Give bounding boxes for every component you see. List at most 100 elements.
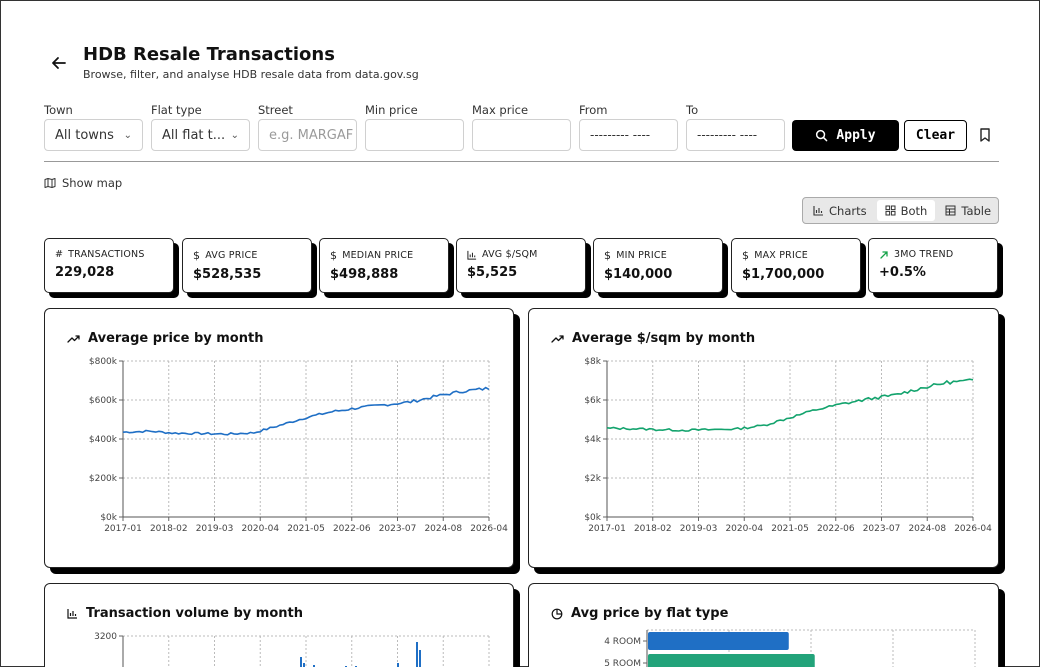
- y-tick-label: $6k: [584, 396, 601, 406]
- y-tick-label: $8k: [584, 357, 601, 367]
- stat-label: MEDIAN PRICE: [342, 250, 414, 261]
- dollar-icon: $: [742, 249, 750, 262]
- trending-up-icon: [67, 334, 80, 343]
- y-tick-label: $0k: [100, 513, 117, 523]
- grid-icon: [885, 205, 896, 216]
- y-tick-label: $200k: [89, 474, 118, 484]
- stat-card-max-price: $ MAX PRICE $1,700,000: [731, 238, 861, 293]
- apply-button-label: Apply: [836, 128, 876, 143]
- x-tick-label: 2020-04: [241, 524, 279, 534]
- street-label: Street: [258, 103, 293, 117]
- stat-label: AVG $/SQM: [482, 249, 538, 260]
- trend-up-icon: [880, 250, 888, 259]
- panel-title: Average $/sqm by month: [572, 331, 756, 346]
- view-charts-button[interactable]: Charts: [805, 200, 875, 221]
- stat-value: $1,700,000: [742, 267, 825, 282]
- bar-chart-icon: [467, 250, 477, 260]
- stat-card-avg-sqm: AVG $/SQM $5,525: [456, 238, 586, 293]
- divider: [44, 161, 999, 162]
- stat-label: TRANSACTIONS: [68, 249, 145, 260]
- stat-card-min-price: $ MIN PRICE $140,000: [593, 238, 723, 293]
- apply-button[interactable]: Apply: [792, 120, 899, 151]
- x-tick-label: 2020-04: [725, 524, 763, 534]
- flat-type-bar: [648, 654, 815, 667]
- y-tick-label: 4 ROOM: [604, 637, 641, 647]
- volume-bar: [397, 663, 399, 667]
- stat-value: 229,028: [55, 265, 115, 280]
- y-tick-label: 3200: [94, 632, 117, 642]
- x-tick-label: 2026-04: [954, 524, 992, 534]
- x-tick-label: 2017-01: [104, 524, 142, 534]
- town-label: Town: [44, 103, 73, 117]
- from-date-input[interactable]: --------- ----: [579, 119, 678, 151]
- volume-bar: [419, 650, 421, 667]
- page-title: HDB Resale Transactions: [83, 44, 335, 65]
- street-input[interactable]: e.g. MARGAF: [258, 119, 357, 151]
- stat-label: 3MO TREND: [894, 249, 954, 260]
- bookmark-icon[interactable]: [977, 127, 993, 143]
- panel-title: Average price by month: [88, 331, 264, 346]
- flat-type-panel: Avg price by flat type 4 ROOM 5 ROOM: [528, 583, 999, 667]
- max-price-label: Max price: [472, 103, 529, 117]
- view-toggle: Charts Both Table: [802, 197, 999, 224]
- flat-type-label: Flat type: [151, 103, 202, 117]
- stat-card-transactions: # TRANSACTIONS 229,028: [44, 238, 174, 293]
- dollar-icon: $: [604, 249, 612, 262]
- show-map-label: Show map: [62, 176, 123, 190]
- min-price-input[interactable]: [365, 119, 464, 151]
- stat-label: AVG PRICE: [205, 250, 258, 261]
- stat-label: MAX PRICE: [754, 250, 808, 261]
- flat-type-select[interactable]: All flat t... ⌄: [151, 119, 250, 151]
- y-tick-label: $0k: [584, 513, 601, 523]
- to-date-input[interactable]: --------- ----: [686, 119, 785, 151]
- stat-value: $5,525: [467, 265, 518, 280]
- avg-price-line-chart: $0k $200k $400k $600k $800k 2017-01 2018-02 201…: [89, 357, 508, 534]
- bar-chart-icon: [67, 609, 77, 619]
- flat-type-bar: [648, 632, 789, 650]
- x-tick-label: 2019-03: [680, 524, 718, 534]
- view-charts-label: Charts: [829, 203, 867, 218]
- hash-icon: #: [55, 249, 64, 260]
- page-subtitle: Browse, filter, and analyse HDB resale d…: [83, 68, 419, 81]
- flat-type-select-value: All flat t...: [162, 127, 226, 143]
- x-tick-label: 2023-07: [379, 524, 417, 534]
- to-label: To: [686, 103, 699, 117]
- table-icon: [945, 205, 956, 216]
- view-both-button[interactable]: Both: [876, 200, 936, 221]
- stat-value: +0.5%: [879, 265, 926, 280]
- stat-card-median-price: $ MEDIAN PRICE $498,888: [319, 238, 449, 293]
- search-icon: [816, 129, 828, 142]
- volume-bar: [313, 665, 315, 667]
- clear-button[interactable]: Clear: [904, 120, 967, 151]
- avg-sqm-line-chart: $0k $2k $4k $6k $8k 2017-01 2018-02 2019-03 2020…: [584, 357, 992, 534]
- x-tick-label: 2024-08: [424, 524, 462, 534]
- view-table-label: Table: [961, 203, 992, 218]
- back-arrow-icon[interactable]: [49, 53, 69, 73]
- dollar-icon: $: [193, 249, 201, 262]
- chevron-down-icon: ⌄: [123, 129, 132, 141]
- y-tick-label: $4k: [584, 435, 601, 445]
- view-table-button[interactable]: Table: [937, 200, 999, 221]
- x-tick-label: 2022-06: [817, 524, 855, 534]
- stat-value: $528,535: [193, 267, 262, 282]
- volume-bar-chart: 3200: [94, 632, 490, 667]
- x-tick-label: 2018-02: [634, 524, 672, 534]
- trending-up-icon: [551, 334, 564, 343]
- series-line: [606, 378, 974, 432]
- chevron-down-icon: ⌄: [230, 129, 239, 141]
- y-tick-label: $2k: [584, 474, 601, 484]
- stat-value: $498,888: [330, 267, 399, 282]
- town-select[interactable]: All towns ⌄: [44, 119, 143, 151]
- show-map-toggle[interactable]: Show map: [44, 176, 122, 190]
- bar-chart-icon: [813, 206, 823, 216]
- min-price-label: Min price: [365, 103, 418, 117]
- max-price-input[interactable]: [472, 119, 571, 151]
- avg-sqm-panel: Average $/sqm by month $0k $2k $4k $6k $8k 20…: [528, 308, 999, 568]
- x-tick-label: 2021-05: [287, 524, 325, 534]
- y-tick-label: $400k: [89, 435, 118, 445]
- x-tick-label: 2026-04: [470, 524, 508, 534]
- stat-card-3mo-trend: 3MO TREND +0.5%: [868, 238, 998, 293]
- stat-card-avg-price: $ AVG PRICE $528,535: [182, 238, 312, 293]
- map-icon: [44, 178, 56, 188]
- stat-label: MIN PRICE: [616, 250, 667, 261]
